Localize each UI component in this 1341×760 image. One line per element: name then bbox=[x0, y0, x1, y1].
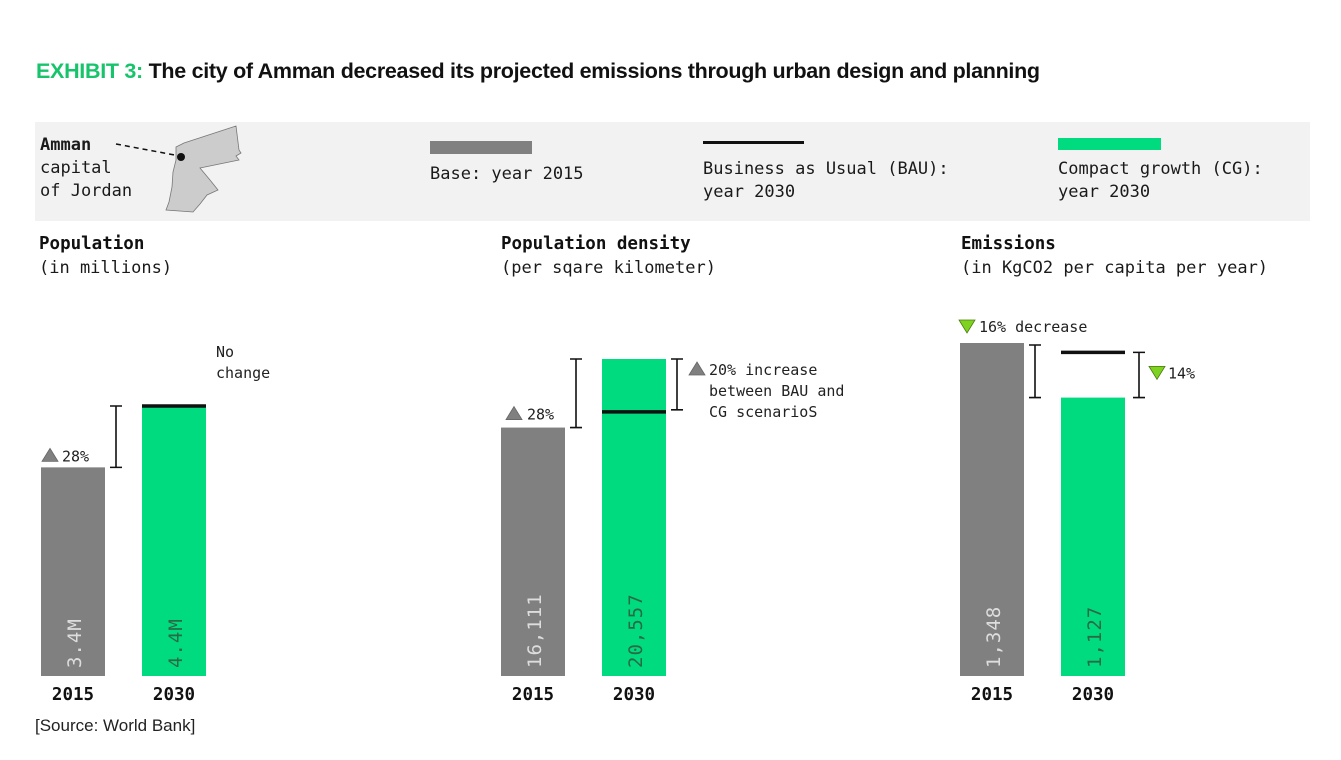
emissions-value-label-2015: 1,348 bbox=[983, 606, 1005, 668]
emissions-category-2015: 2015 bbox=[971, 685, 1013, 705]
emissions-panel-subtitle: (in KgCO2 per capita per year) bbox=[961, 258, 1269, 278]
emissions-bar-2030-cg bbox=[1061, 397, 1125, 676]
density-panel-subtitle: (per sqare kilometer) bbox=[501, 258, 716, 278]
population-value-label-2015: 3.4M bbox=[64, 618, 86, 668]
legend-city-name: Amman bbox=[40, 135, 92, 155]
density-bau-cg-line1: 20% increase bbox=[709, 361, 817, 379]
population-change-bracket bbox=[110, 405, 122, 469]
legend-label-cg-line2: year 2030 bbox=[1058, 182, 1151, 202]
density-change-label: 28% bbox=[527, 406, 554, 424]
emissions-change-bracket bbox=[1029, 344, 1041, 399]
population-increase-triangle-icon bbox=[41, 447, 59, 462]
population-bau-note-line2: change bbox=[216, 364, 270, 382]
exhibit-title: EXHIBIT 3: The city of Amman decreased i… bbox=[36, 59, 1040, 84]
population-bau-note-line1: No bbox=[216, 343, 234, 361]
legend-swatch-cg bbox=[1058, 138, 1161, 150]
emissions-bau-cg-bracket bbox=[1133, 351, 1145, 399]
jordan-map-icon bbox=[115, 125, 242, 213]
emissions-category-2030: 2030 bbox=[1072, 685, 1114, 705]
density-increase-triangle-icon bbox=[505, 405, 523, 420]
legend-label-base: Base: year 2015 bbox=[430, 164, 584, 184]
population-category-2030: 2030 bbox=[153, 685, 195, 705]
emissions-bau-cg-triangle-icon bbox=[1148, 365, 1166, 381]
density-value-label-2015: 16,111 bbox=[524, 593, 546, 668]
density-bau-cg-triangle-icon bbox=[688, 361, 706, 376]
amman-location-dot bbox=[177, 153, 185, 161]
emissions-bau-cg-label: 14% bbox=[1168, 364, 1195, 382]
exhibit-number: EXHIBIT 3: bbox=[36, 59, 143, 83]
population-value-label-2030: 4.4M bbox=[165, 618, 187, 668]
population-bar-2015 bbox=[41, 467, 105, 676]
legend-swatch-base bbox=[430, 141, 532, 154]
density-bar-2015 bbox=[501, 427, 565, 676]
legend-city-line3: of Jordan bbox=[40, 181, 133, 201]
legend-swatch-bau bbox=[703, 141, 804, 144]
emissions-value-label-2030: 1,127 bbox=[1084, 606, 1106, 668]
density-bau-cg-line2: between BAU and bbox=[709, 382, 844, 400]
density-panel-title: Population density bbox=[501, 234, 691, 254]
emissions-decrease-triangle-icon bbox=[958, 319, 976, 334]
population-category-2015: 2015 bbox=[52, 685, 94, 705]
legend-label-cg-line1: Compact growth (CG): bbox=[1058, 159, 1263, 179]
exhibit-headline: The city of Amman decreased its projecte… bbox=[142, 59, 1041, 83]
jordan-shape bbox=[165, 125, 242, 213]
density-category-2030: 2030 bbox=[613, 685, 655, 705]
legend-city-line2: capital bbox=[40, 158, 112, 178]
emissions-panel-title: Emissions bbox=[961, 234, 1056, 254]
density-change-bracket bbox=[570, 358, 582, 429]
legend-label-bau-line2: year 2030 bbox=[703, 182, 796, 202]
density-value-label-2030: 20,557 bbox=[625, 593, 647, 668]
population-change-label: 28% bbox=[62, 447, 89, 465]
density-category-2015: 2015 bbox=[512, 685, 554, 705]
population-bar-2030-cg bbox=[142, 406, 206, 676]
emissions-bar-2015 bbox=[960, 343, 1024, 676]
population-panel-title: Population bbox=[39, 234, 145, 254]
source-note: [Source: World Bank] bbox=[35, 716, 196, 735]
density-bau-cg-line3: CG scenarioS bbox=[709, 403, 817, 421]
population-panel-subtitle: (in millions) bbox=[39, 258, 173, 278]
emissions-change-label: 16% decrease bbox=[979, 318, 1087, 336]
density-bau-cg-bracket bbox=[671, 358, 683, 411]
map-leader-line bbox=[115, 143, 181, 157]
legend-label-bau-line1: Business as Usual (BAU): bbox=[703, 159, 949, 179]
